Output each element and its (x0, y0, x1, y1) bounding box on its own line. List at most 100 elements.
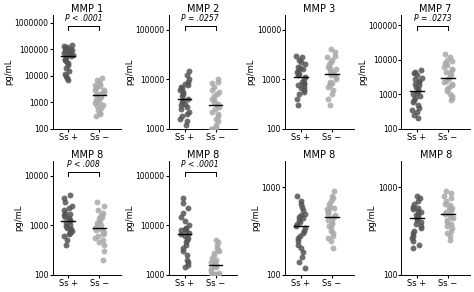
Point (97, 226, 104, 231)
Point (60, 51, 68, 56)
Point (61, 214, 69, 219)
Point (176, 88, 184, 93)
Point (181, 219, 189, 224)
Point (323, 55, 331, 60)
Point (100, 102, 107, 107)
Point (325, 208, 332, 213)
Point (177, 228, 184, 232)
Point (207, 126, 215, 131)
Point (448, 59, 456, 64)
Point (185, 110, 193, 114)
Point (97, 106, 105, 110)
Point (177, 107, 184, 111)
Point (211, 125, 219, 130)
Point (215, 104, 223, 109)
Point (442, 199, 450, 203)
Point (301, 226, 309, 231)
Point (410, 228, 418, 233)
Point (98, 223, 105, 227)
Point (178, 214, 185, 219)
Point (447, 228, 455, 233)
Point (63, 59, 70, 64)
Point (448, 206, 456, 210)
Point (211, 261, 219, 266)
Point (179, 90, 187, 94)
Point (212, 272, 219, 277)
Point (97, 84, 104, 89)
Point (324, 207, 331, 212)
Point (95, 208, 102, 213)
Title: MMP 7: MMP 7 (419, 4, 452, 14)
Y-axis label: pg/mL: pg/mL (125, 205, 134, 231)
Point (447, 97, 455, 102)
Point (95, 240, 102, 245)
Point (301, 75, 309, 79)
Point (330, 206, 338, 210)
Point (324, 97, 331, 101)
Point (410, 201, 418, 206)
Point (444, 218, 451, 223)
Point (184, 260, 191, 264)
Point (331, 53, 339, 58)
Point (441, 51, 449, 56)
Point (295, 92, 303, 96)
Point (216, 249, 223, 253)
Point (447, 208, 455, 213)
Point (214, 246, 221, 250)
Point (100, 243, 108, 247)
Point (208, 260, 215, 264)
Point (295, 71, 302, 76)
Point (297, 201, 305, 206)
Point (414, 211, 421, 216)
Point (212, 262, 220, 267)
Point (61, 234, 68, 239)
Point (440, 193, 447, 198)
Point (93, 221, 100, 225)
Point (295, 242, 302, 247)
Point (68, 229, 75, 234)
Point (326, 103, 334, 107)
Point (413, 73, 421, 78)
Point (182, 229, 190, 234)
Point (62, 243, 70, 247)
Point (179, 249, 186, 253)
Point (325, 64, 332, 69)
Point (63, 74, 70, 78)
Point (99, 210, 107, 215)
Title: MMP 1: MMP 1 (71, 4, 103, 14)
Title: MMP 3: MMP 3 (303, 4, 336, 14)
Point (446, 71, 453, 76)
Point (447, 238, 454, 242)
Point (447, 92, 454, 97)
Point (100, 232, 107, 237)
Point (328, 57, 336, 62)
Point (63, 65, 70, 70)
Point (66, 228, 73, 232)
Point (65, 216, 73, 220)
Title: MMP 8: MMP 8 (187, 150, 219, 160)
Point (100, 231, 108, 235)
Point (91, 83, 99, 87)
Point (300, 82, 307, 86)
Point (179, 210, 187, 215)
Point (65, 50, 73, 55)
Point (208, 267, 215, 271)
Text: P < .0001: P < .0001 (181, 160, 219, 169)
Point (448, 66, 456, 71)
Point (184, 97, 191, 101)
Point (332, 77, 340, 81)
Point (61, 199, 69, 204)
Point (183, 253, 191, 257)
Point (330, 214, 337, 219)
Point (411, 69, 419, 74)
Point (214, 114, 222, 118)
Point (300, 216, 307, 221)
Point (328, 92, 336, 96)
Point (100, 249, 108, 253)
Point (208, 97, 215, 101)
Point (326, 82, 334, 86)
Point (212, 122, 219, 127)
Point (213, 103, 221, 107)
Point (182, 122, 190, 127)
Point (446, 203, 454, 208)
